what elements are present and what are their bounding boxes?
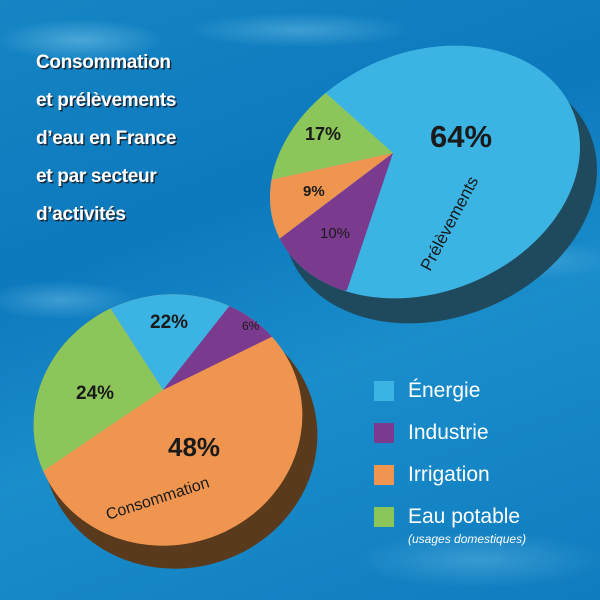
legend-label: Énergie [408,379,481,402]
label-prel-eau: 17% [305,124,341,144]
title-line-4: et par secteur [36,166,157,187]
legend-sublabel: (usages domestiques) [408,532,527,546]
legend-item-irrigation: Irrigation [374,454,520,496]
label-cons-industrie: 6% [242,319,260,333]
swatch-industrie [374,423,394,443]
legend-label: Industrie [408,421,489,444]
label-prel-energie: 64% [430,119,492,154]
label-cons-energie: 22% [150,312,188,333]
label-prel-irrigation: 9% [303,183,325,200]
legend: Énergie Industrie Irrigation Eau potable [374,370,520,538]
legend-label: Irrigation [408,463,490,486]
legend-item-eau-potable: Eau potable [374,496,520,538]
legend-item-energie: Énergie [374,370,520,412]
title-line-3: d’eau en France [36,128,177,149]
chart-title: Consommation et prélèvements d’eau en Fr… [36,44,176,234]
label-cons-eau: 24% [76,383,114,404]
label-cons-irrigation: 48% [168,432,220,462]
legend-label: Eau potable [408,505,521,528]
title-line-2: et prélèvements [36,90,177,111]
label-prel-industrie: 10% [320,225,350,242]
title-line-5: d’activités [36,204,126,225]
prelevements-pie [250,40,600,330]
swatch-irrigation [374,465,394,485]
legend-item-industrie: Industrie [374,412,520,454]
swatch-eau-potable [374,507,394,527]
swatch-energie [374,381,394,401]
title-line-1: Consommation [36,52,171,73]
